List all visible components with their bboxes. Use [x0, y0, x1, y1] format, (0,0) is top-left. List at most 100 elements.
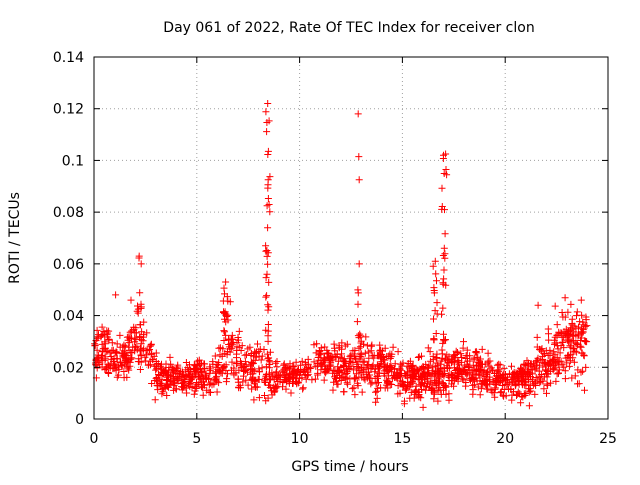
data-point: [571, 347, 579, 355]
data-point: [544, 325, 552, 333]
data-point: [481, 380, 489, 388]
data-point: [492, 375, 500, 383]
data-point: [266, 208, 274, 216]
data-point: [541, 359, 549, 367]
data-point: [188, 384, 196, 391]
data-point: [181, 377, 189, 385]
data-point: [464, 369, 472, 377]
data-point: [546, 351, 554, 359]
data-point: [579, 367, 587, 375]
data-point: [442, 150, 450, 158]
data-point: [239, 363, 247, 371]
data-point: [201, 372, 209, 380]
data-point: [408, 364, 416, 372]
data-point: [354, 300, 362, 308]
data-point: [342, 360, 350, 367]
data-point: [163, 392, 171, 399]
data-point: [543, 373, 551, 381]
data-point: [355, 176, 363, 184]
data-point: [182, 359, 190, 366]
data-point: [191, 367, 199, 375]
data-point: [583, 322, 591, 330]
data-point: [165, 364, 173, 371]
data-point: [561, 375, 569, 383]
data-point: [281, 374, 289, 381]
data-point: [471, 348, 479, 356]
data-point: [561, 294, 569, 302]
data-point: [581, 322, 589, 330]
data-point: [530, 363, 538, 371]
data-point: [553, 353, 561, 361]
data-point: [331, 373, 338, 381]
data-point: [158, 375, 166, 383]
data-point: [445, 390, 453, 398]
data-point: [490, 389, 498, 397]
data-point: [264, 100, 272, 107]
data-point: [510, 388, 517, 396]
data-point: [199, 377, 207, 385]
data-point: [485, 362, 493, 370]
data-point: [408, 379, 416, 387]
data-point: [147, 340, 155, 348]
data-point: [520, 390, 528, 398]
data-point: [540, 350, 548, 357]
data-point: [241, 351, 249, 359]
data-point: [262, 326, 270, 334]
data-point: [308, 376, 316, 384]
data-point: [273, 373, 281, 381]
data-point: [432, 354, 440, 362]
data-point: [430, 377, 438, 385]
data-point: [527, 360, 535, 368]
data-point: [311, 375, 319, 383]
data-point: [356, 330, 364, 338]
data-point: [376, 363, 384, 371]
data-point: [179, 379, 187, 387]
data-point: [264, 195, 272, 202]
data-point: [454, 377, 462, 385]
data-point: [318, 362, 326, 370]
data-point: [470, 377, 478, 385]
data-point: [156, 382, 164, 390]
data-point: [400, 381, 408, 389]
data-point: [251, 380, 258, 388]
data-point: [570, 358, 578, 366]
data-point: [108, 339, 116, 347]
data-point: [558, 339, 566, 346]
data-point: [292, 358, 300, 366]
data-point: [431, 307, 439, 315]
data-point: [222, 378, 230, 386]
data-point: [248, 385, 256, 393]
data-point: [345, 358, 353, 366]
data-point: [484, 368, 492, 376]
data-point: [379, 347, 386, 355]
data-point: [496, 389, 504, 397]
data-point: [298, 357, 306, 365]
data-point: [355, 344, 363, 352]
data-point: [368, 378, 376, 386]
data-point: [514, 372, 522, 380]
data-point: [174, 363, 182, 371]
data-point: [512, 382, 520, 390]
data-point: [205, 381, 213, 389]
data-point: [551, 333, 559, 341]
data-point: [561, 367, 569, 375]
data-point: [274, 378, 282, 385]
data-point: [199, 384, 207, 392]
data-point: [128, 334, 135, 342]
data-point: [577, 296, 585, 304]
data-point: [496, 361, 504, 369]
data-point: [264, 184, 272, 192]
data-point: [198, 359, 205, 367]
data-point: [564, 331, 572, 339]
data-point: [263, 252, 271, 260]
data-point: [508, 379, 516, 387]
data-point: [443, 362, 451, 370]
data-point: [500, 370, 508, 378]
data-point: [191, 387, 199, 395]
data-point: [224, 297, 232, 305]
data-point: [358, 388, 366, 396]
data-point: [162, 368, 170, 375]
data-point: [574, 341, 581, 349]
data-point: [434, 397, 442, 405]
data-point: [272, 359, 280, 367]
